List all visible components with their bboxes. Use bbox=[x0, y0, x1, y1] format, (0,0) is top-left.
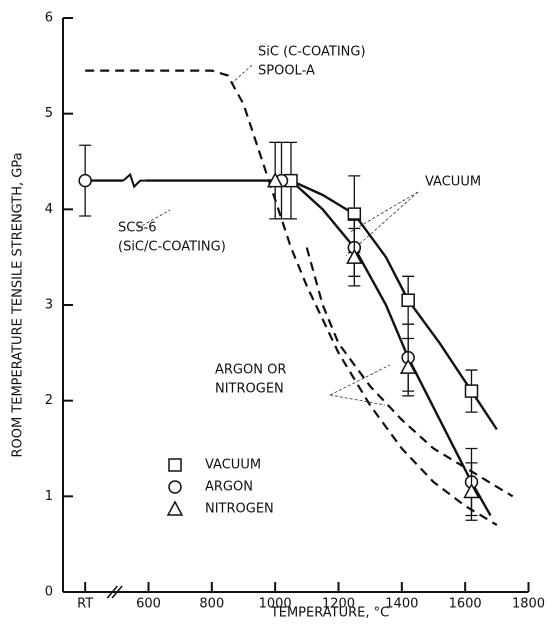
y-tick-label: 4 bbox=[45, 202, 53, 217]
annotation: NITROGEN bbox=[215, 382, 284, 397]
x-tick-label: 1800 bbox=[512, 597, 545, 612]
leader-line bbox=[137, 209, 171, 229]
legend-label: NITROGEN bbox=[205, 502, 274, 517]
x-tick-label: 800 bbox=[199, 597, 224, 612]
marker-triangle bbox=[166, 500, 184, 516]
x-tick-label: 1000 bbox=[259, 597, 292, 612]
annotation: (SiC/C-COATING) bbox=[118, 240, 226, 255]
y-tick-label: 3 bbox=[45, 298, 53, 313]
x-tick-label: RT bbox=[77, 597, 93, 612]
axis-break bbox=[106, 585, 123, 599]
leader-line bbox=[329, 364, 391, 396]
curve bbox=[290, 179, 492, 517]
x-axis-title: TEMPERATURE, °C bbox=[270, 606, 389, 621]
legend-label: ARGON bbox=[205, 480, 253, 495]
marker-square bbox=[401, 293, 415, 307]
x-tick-label: 1200 bbox=[322, 597, 355, 612]
annotation: VACUUM bbox=[425, 175, 481, 190]
marker-circle bbox=[168, 480, 182, 494]
x-tick-label: 600 bbox=[136, 597, 161, 612]
break-zigzag bbox=[122, 172, 146, 189]
annotation: ARGON OR bbox=[215, 363, 286, 378]
leader-line bbox=[329, 394, 386, 406]
y-tick-label: 0 bbox=[45, 585, 53, 600]
marker-square bbox=[168, 458, 182, 472]
x-tick-label: 1600 bbox=[449, 597, 482, 612]
x-tick-label: 1400 bbox=[385, 597, 418, 612]
legend-label: VACUUM bbox=[205, 458, 261, 473]
marker-triangle bbox=[463, 482, 480, 499]
annotation: SPOOL-A bbox=[258, 64, 315, 79]
y-tick-label: 5 bbox=[45, 106, 53, 121]
marker-circle bbox=[78, 173, 92, 188]
marker-square bbox=[464, 384, 479, 398]
annotation: SCS-6 bbox=[118, 221, 157, 236]
annotation: SiC (C-COATING) bbox=[258, 45, 366, 60]
y-tick-label: 2 bbox=[45, 393, 53, 408]
y-tick-label: 1 bbox=[45, 489, 53, 504]
curve bbox=[305, 247, 514, 498]
curve bbox=[85, 69, 498, 526]
y-tick-label: 6 bbox=[45, 11, 53, 26]
marker-triangle bbox=[266, 172, 284, 188]
marker-triangle bbox=[346, 248, 363, 264]
y-axis-title: ROOM TEMPERATURE TENSILE STRENGTH, GPa bbox=[11, 152, 26, 457]
marker-triangle bbox=[399, 358, 417, 374]
